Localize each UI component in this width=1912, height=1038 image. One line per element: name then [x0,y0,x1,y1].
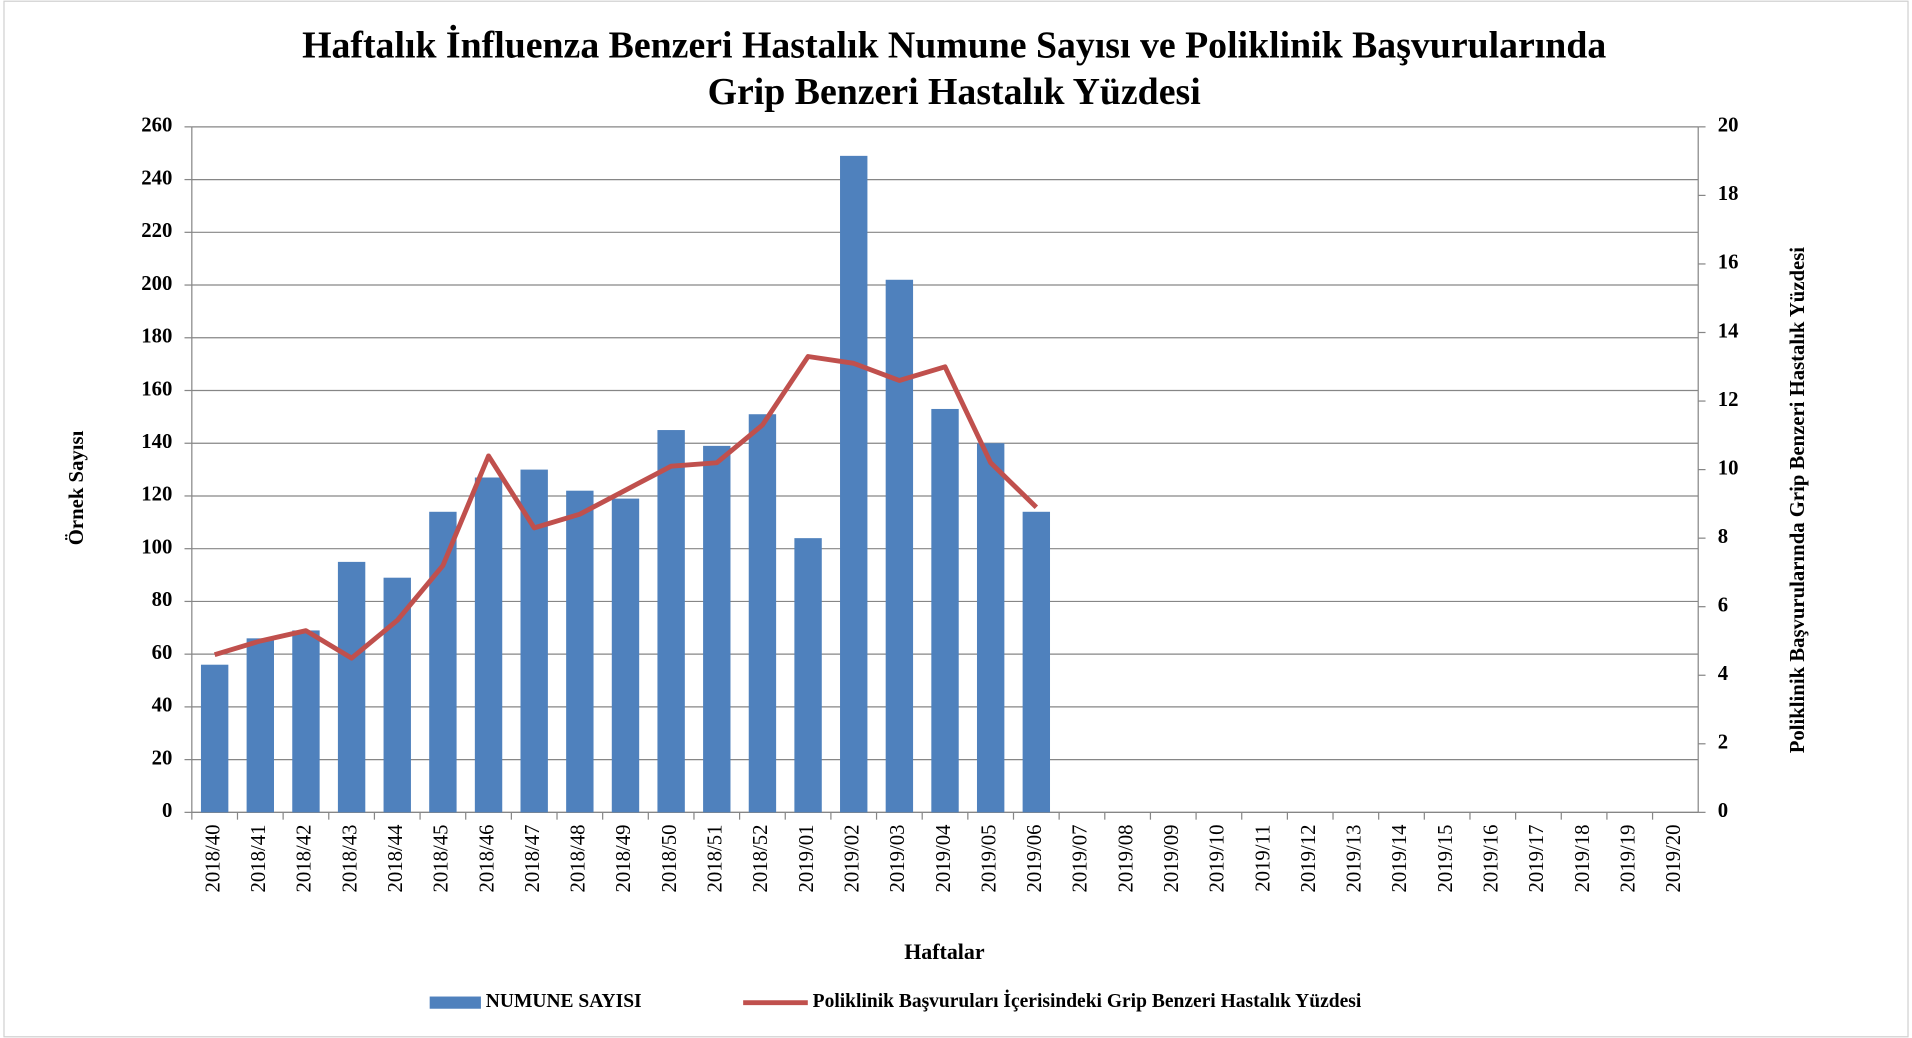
bar [611,498,640,813]
y-tick-label: 200 [141,273,172,295]
y-tick-label: 60 [152,642,173,664]
legend-swatch [429,996,481,1009]
chart-subtitle: Grip Benzeri Hastalık Yüzdesi [708,71,1201,113]
bar [931,408,959,813]
y2-axis-title: Poliklinik Başvurularında Grip Benzeri H… [1787,247,1809,754]
bar [794,538,822,813]
x-tick-label: 2018/46 [476,825,498,893]
bar [840,155,868,813]
y-tick-label: 180 [141,326,172,348]
y-tick-label: 20 [152,747,173,769]
chart-title: Haftalık İnfluenza Benzeri Hastalık Numu… [302,24,1606,66]
x-tick-label: 2019/06 [1024,825,1046,893]
x-tick-label: 2019/08 [1115,825,1137,893]
bar [976,443,1005,813]
y2-tick-label: 20 [1718,115,1739,137]
bar [200,664,229,813]
x-tick-label: 2018/42 [294,825,316,893]
x-tick-label: 2018/43 [339,825,361,893]
bar [429,511,457,813]
x-tick-label: 2018/49 [613,825,635,893]
x-tick-label: 2019/18 [1572,825,1594,893]
x-tick-label: 2019/12 [1298,825,1320,893]
x-tick-label: 2019/07 [1070,825,1092,893]
x-tick-label: 2019/09 [1161,825,1183,893]
y2-tick-label: 16 [1718,252,1739,274]
y-tick-label: 140 [141,431,172,453]
y2-tick-label: 2 [1718,732,1728,754]
x-tick-label: 2019/04 [933,824,955,893]
x-tick-label: 2018/50 [659,825,681,893]
bar [703,445,731,813]
x-tick-label: 2018/41 [248,825,270,893]
y2-tick-label: 0 [1718,800,1728,822]
bar [520,469,548,813]
x-axis-title: Haftalar [904,939,985,964]
y-tick-label: 0 [162,800,172,822]
line [213,354,1039,661]
x-tick-label: 2018/47 [522,825,544,893]
x-tick-label: 2018/51 [705,825,727,893]
y-axis-title: Örnek Sayısı [65,430,88,545]
y2-tick-label: 8 [1718,526,1728,548]
legend-label: NUMUNE SAYISI [486,991,642,1012]
x-tick-label: 2019/10 [1207,825,1229,893]
x-tick-label: 2019/20 [1663,825,1685,893]
x-tick-label: 2019/14 [1389,824,1411,893]
bar [748,414,777,813]
x-tick-label: 2019/11 [1252,825,1274,892]
y2-tick-label: 4 [1718,663,1728,685]
x-tick-label: 2019/16 [1481,825,1503,893]
legend-label: Poliklinik Başvuruları İçerisindeki Grip… [813,991,1362,1012]
bar [246,638,274,813]
bar [383,577,411,813]
y-tick-label: 220 [141,220,172,242]
y-tick-label: 80 [152,589,173,611]
x-tick-label: 2019/03 [887,825,909,893]
bar [657,430,685,813]
bar [337,561,366,813]
x-tick-label: 2019/19 [1617,825,1639,893]
y2-tick-label: 18 [1718,183,1739,205]
x-tick-label: 2018/45 [431,825,453,893]
bar [566,490,594,813]
y-tick-label: 160 [141,378,172,400]
bar [1022,511,1051,813]
x-tick-label: 2019/01 [796,825,818,893]
y-tick-label: 260 [141,115,172,137]
y2-tick-label: 14 [1718,320,1739,342]
y-tick-label: 120 [141,484,172,506]
x-tick-label: 2019/15 [1435,825,1457,893]
bar [292,630,320,813]
x-tick-label: 2018/52 [750,825,772,893]
bar [474,477,503,813]
y-tick-label: 40 [152,695,173,717]
x-tick-label: 2019/05 [978,825,1000,893]
x-tick-label: 2018/40 [202,825,224,893]
y2-tick-label: 12 [1718,389,1739,411]
x-tick-label: 2018/48 [568,825,590,893]
y-tick-label: 240 [141,167,172,189]
x-tick-label: 2019/13 [1344,825,1366,893]
y2-tick-label: 10 [1718,457,1739,479]
x-tick-label: 2019/02 [841,825,863,893]
y2-tick-label: 6 [1718,594,1728,616]
bar [885,279,914,813]
x-tick-label: 2019/17 [1526,825,1548,893]
y-tick-label: 100 [141,536,172,558]
x-tick-label: 2018/44 [385,824,407,893]
